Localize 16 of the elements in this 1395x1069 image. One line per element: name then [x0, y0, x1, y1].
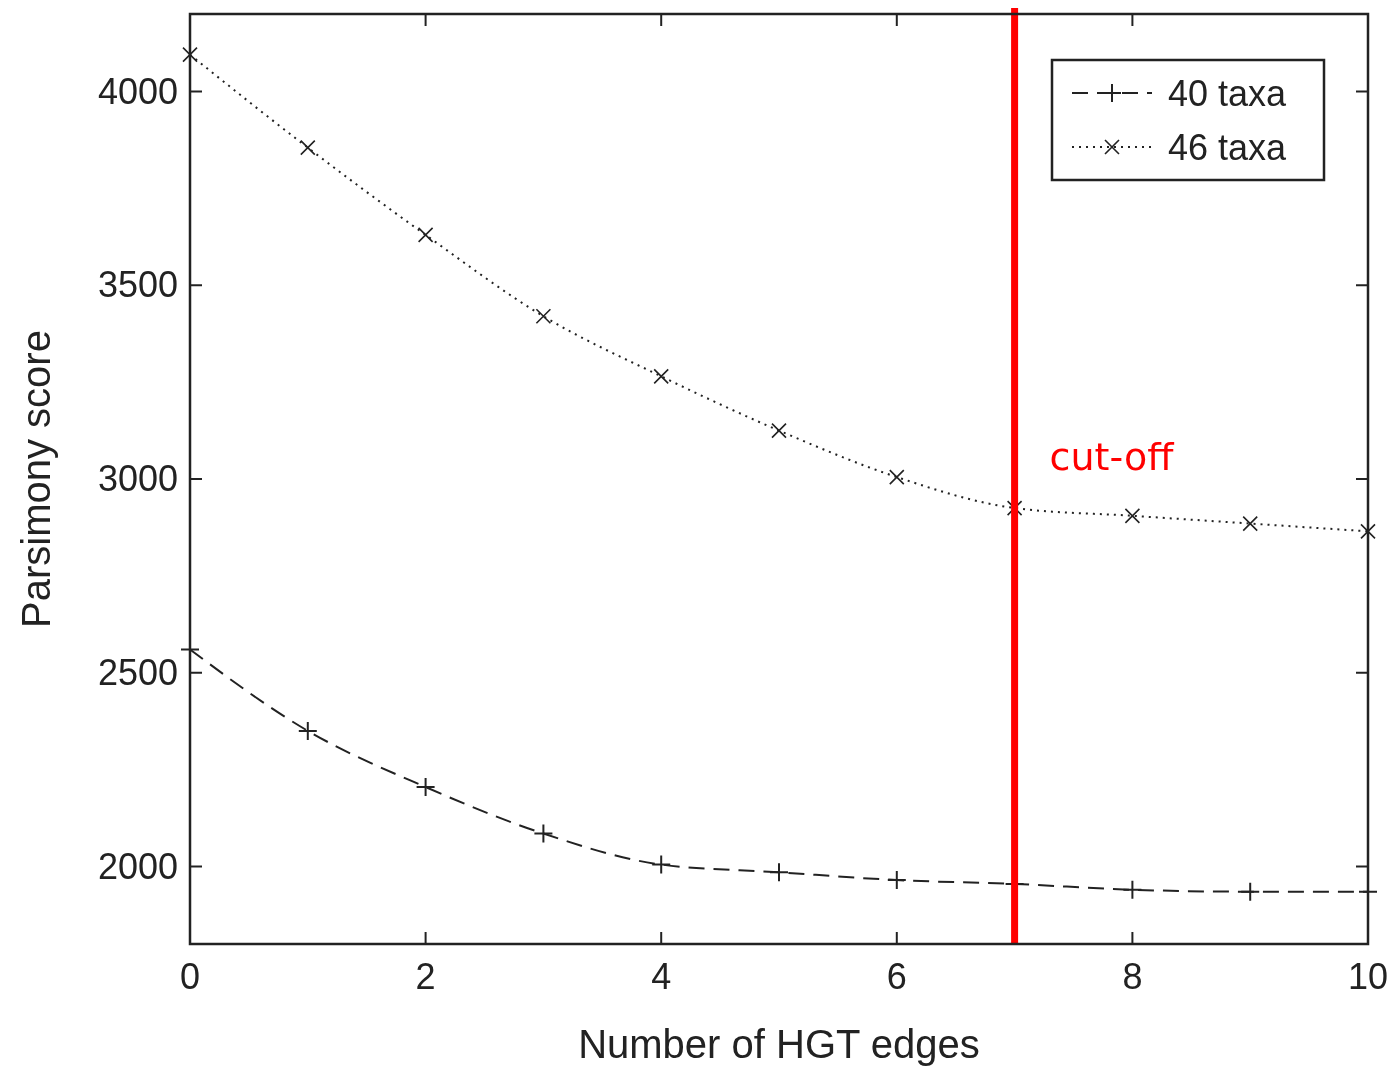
legend-label: 46 taxa: [1168, 127, 1288, 168]
y-axis-title: Parsimony score: [14, 330, 58, 628]
y-tick-label: 2500: [97, 651, 178, 693]
legend-label: 40 taxa: [1168, 73, 1288, 114]
y-tick-label: 3500: [97, 264, 178, 306]
x-tick-label: 8: [1122, 956, 1143, 997]
x-tick-label: 10: [1347, 956, 1389, 997]
y-tick-label: 2000: [97, 845, 178, 887]
x-tick-label: 4: [651, 956, 672, 997]
ref-line-label: cut-off: [1049, 435, 1175, 479]
x-tick-label: 2: [415, 956, 436, 997]
x-tick-label: 0: [179, 956, 201, 997]
x-axis-title: Number of HGT edges: [578, 1022, 980, 1066]
y-tick-label: 4000: [97, 70, 178, 112]
x-tick-label: 6: [886, 956, 907, 997]
y-tick-label: 3000: [97, 458, 178, 499]
